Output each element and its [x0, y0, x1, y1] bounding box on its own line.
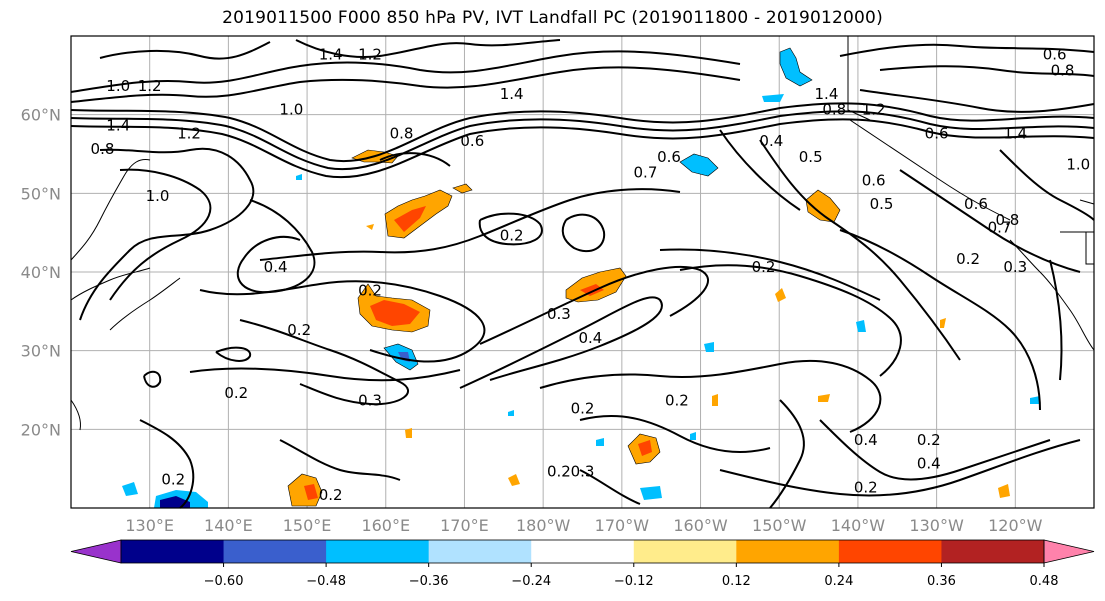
colorbar-bin	[838, 540, 942, 563]
colorbar	[70, 539, 1095, 564]
contour-label: 1.2	[177, 124, 201, 142]
contour-label: 1.2	[138, 77, 162, 95]
map-frame	[70, 35, 1095, 509]
contour-label: 0.6	[862, 171, 886, 189]
longitude-label: 170°W	[595, 516, 650, 535]
contour-label: 1.2	[358, 46, 382, 64]
contour-label: 0.8	[91, 140, 115, 158]
contour-label: 0.2	[500, 227, 524, 245]
contour-label: 1.4	[319, 46, 343, 64]
contour-label: 0.3	[358, 392, 382, 410]
contour-label: 1.4	[500, 85, 524, 103]
contour-label: 1.0	[279, 101, 303, 119]
longitude-label: 150°W	[752, 516, 807, 535]
colorbar-bin	[531, 540, 635, 563]
contour-label: 1.4	[1003, 124, 1027, 142]
contour-label: 0.2	[547, 463, 571, 481]
colorbar-bin	[736, 540, 840, 563]
latitude-label: 60°N	[21, 106, 61, 125]
contour-label: 0.3	[1003, 258, 1027, 276]
contour-label: 1.4	[106, 116, 130, 134]
longitude-label: 140°W	[831, 516, 886, 535]
page-title: 2019011500 F000 850 hPa PV, IVT Landfall…	[222, 8, 883, 28]
contour-label: 0.6	[460, 132, 484, 150]
colorbar-tick-label: −0.12	[614, 574, 654, 589]
contour-label: 0.4	[917, 455, 941, 473]
colorbar-tick-label: −0.48	[306, 574, 346, 589]
latitude-label: 40°N	[21, 263, 61, 282]
colorbar-tick-label: 0.24	[824, 574, 853, 589]
contour-label: 1.0	[106, 77, 130, 95]
contour-label: 0.2	[358, 282, 382, 300]
longitude-label: 160°W	[673, 516, 728, 535]
latitude-labels: 60°N 50°N 40°N 30°N 20°N	[21, 106, 61, 440]
contour-label: 0.6	[1043, 46, 1067, 64]
contour-label: 1.0	[146, 187, 170, 205]
contour-label: 0.3	[547, 305, 571, 323]
coastlines	[70, 36, 1095, 431]
colorbar-extend-high	[1043, 539, 1095, 564]
colorbar-bin	[326, 540, 430, 563]
colorbar-bin	[633, 540, 737, 563]
contour-label: 0.6	[657, 148, 681, 166]
contour-label: 0.8	[1051, 61, 1075, 79]
colorbar-outline	[120, 539, 1045, 564]
colorbar-bin	[428, 540, 532, 563]
colorbar-extend-low	[70, 539, 122, 564]
contour-label: 0.4	[264, 258, 288, 276]
contour-label: 0.2	[956, 250, 980, 268]
colorbar-bin	[941, 540, 1045, 563]
contour-label: 1.4	[815, 85, 839, 103]
contour-label: 0.6	[964, 195, 988, 213]
contour-label: 0.2	[917, 431, 941, 449]
colorbar-bin	[223, 540, 327, 563]
colorbar-tick-label: 0.12	[722, 574, 751, 589]
colorbar-tick-label: −0.36	[409, 574, 449, 589]
contour-label: 0.8	[996, 211, 1020, 229]
contour-label: 0.2	[571, 400, 595, 418]
contour-label: 0.5	[870, 195, 894, 213]
colorbar-bin	[121, 540, 225, 563]
colorbar-tick-labels: −0.60 −0.48 −0.36 −0.24 −0.12 0.12 0.24 0.36 0.4…	[204, 563, 1059, 589]
colorbar-tick-label: 0.36	[927, 574, 956, 589]
latitude-label: 20°N	[21, 420, 61, 439]
contour-labels: 1.0 1.21.40.81.01.21.4 1.21.00.8 0.61.40.60…	[91, 46, 1091, 505]
longitude-label: 180°W	[516, 516, 571, 535]
contour-label: 0.3	[571, 463, 595, 481]
contour-label: 0.4	[759, 132, 783, 150]
contour-label: 0.2	[854, 478, 878, 496]
pv-contours	[70, 39, 1095, 509]
longitude-label: 160°E	[361, 516, 410, 535]
colorbar-tick-label: −0.60	[204, 574, 244, 589]
contour-label: 0.8	[822, 101, 846, 119]
contour-label: 0.7	[988, 219, 1012, 237]
contour-label: 1.0	[1066, 156, 1090, 174]
contour-label: 0.2	[319, 486, 343, 504]
contour-label: 0.2	[287, 321, 311, 339]
contour-label: 0.7	[634, 164, 658, 182]
contour-label: 0.5	[799, 148, 823, 166]
longitude-labels: 130°E 140°E 150°E 160°E 170°E 180°W 170°W 160°W…	[125, 516, 1042, 535]
colorbar-tick-label: 0.48	[1030, 574, 1059, 589]
colorbar-tick-label: −0.24	[511, 574, 551, 589]
latitude-label: 50°N	[21, 184, 61, 203]
contour-label: 0.8	[390, 124, 414, 142]
contour-label: 0.6	[925, 124, 949, 142]
latitude-label: 30°N	[21, 342, 61, 361]
longitude-label: 150°E	[283, 516, 332, 535]
contour-label: 0.2	[665, 392, 689, 410]
longitude-label: 170°E	[440, 516, 489, 535]
contour-label: 0.2	[224, 384, 248, 402]
contour-label: 0.4	[854, 431, 878, 449]
contour-label: 0.2	[752, 258, 776, 276]
longitude-label: 130°E	[125, 516, 174, 535]
contour-label: 0.2	[161, 470, 185, 488]
longitude-label: 140°E	[204, 516, 253, 535]
longitude-label: 120°W	[988, 516, 1043, 535]
longitude-label: 130°W	[909, 516, 964, 535]
contour-label: 0.4	[578, 329, 602, 347]
contour-label: 1.2	[862, 101, 886, 119]
